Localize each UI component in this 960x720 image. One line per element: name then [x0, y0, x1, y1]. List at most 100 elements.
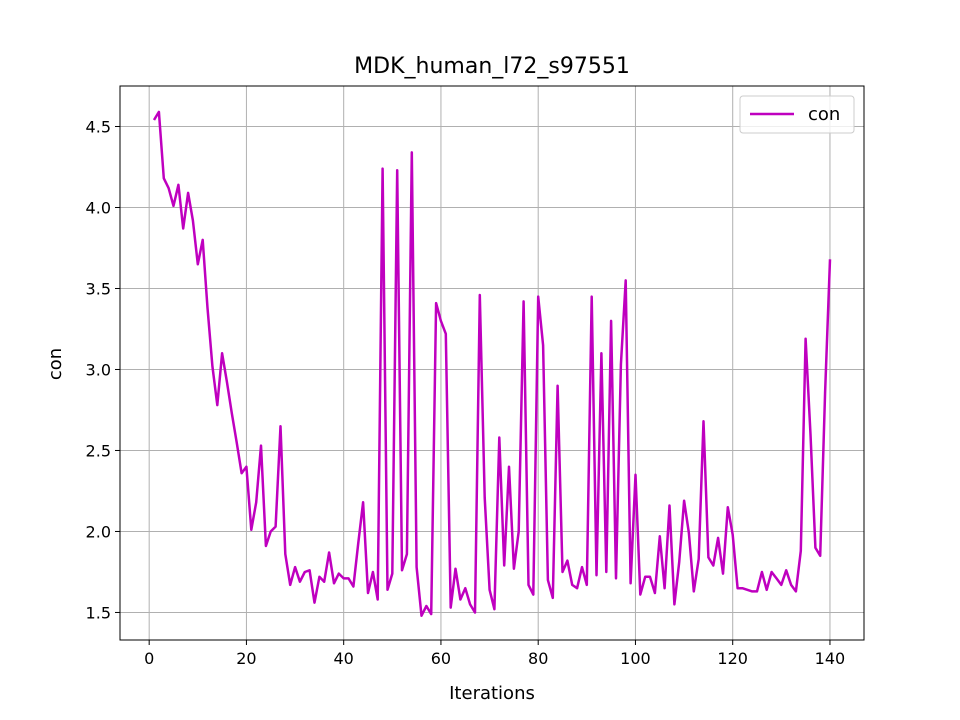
data-point	[290, 584, 291, 585]
chart-title: MDK_human_l72_s97551	[354, 54, 630, 79]
data-point	[791, 584, 792, 585]
data-point	[367, 592, 368, 593]
y-tick-label: 2.0	[86, 522, 111, 541]
data-point	[737, 588, 738, 589]
data-point	[528, 584, 529, 585]
data-point	[484, 497, 485, 498]
data-point	[523, 301, 524, 302]
plot-area-background	[120, 86, 864, 640]
data-point	[158, 111, 159, 112]
x-tick-label: 60	[431, 649, 451, 668]
data-point	[810, 434, 811, 435]
data-point	[761, 571, 762, 572]
data-point	[820, 555, 821, 556]
data-point	[825, 392, 826, 393]
data-point	[387, 589, 388, 590]
data-point	[168, 188, 169, 189]
data-point	[212, 366, 213, 367]
data-point	[309, 570, 310, 571]
data-point	[533, 594, 534, 595]
y-tick-label: 3.0	[86, 360, 111, 379]
data-point	[718, 537, 719, 538]
data-point	[756, 591, 757, 592]
data-point	[679, 562, 680, 563]
x-tick-label: 40	[334, 649, 354, 668]
data-point	[615, 578, 616, 579]
grid	[120, 86, 864, 640]
data-point	[324, 581, 325, 582]
data-point	[727, 507, 728, 508]
data-point	[508, 466, 509, 467]
data-point	[776, 578, 777, 579]
data-point	[479, 294, 480, 295]
data-point	[494, 609, 495, 610]
data-point	[640, 594, 641, 595]
data-point	[654, 592, 655, 593]
data-point	[188, 192, 189, 193]
data-point	[489, 589, 490, 590]
data-point	[620, 364, 621, 365]
data-point	[567, 560, 568, 561]
data-point	[635, 474, 636, 475]
data-point	[752, 591, 753, 592]
plot-frame	[119, 85, 865, 641]
x-tick-label: 80	[528, 649, 548, 668]
data-point	[392, 573, 393, 574]
data-point	[795, 591, 796, 592]
data-point	[421, 615, 422, 616]
data-point	[411, 152, 412, 153]
legend-box	[739, 95, 855, 134]
data-point	[295, 567, 296, 568]
data-point	[265, 545, 266, 546]
data-point	[800, 550, 801, 551]
data-point	[372, 571, 373, 572]
data-point	[416, 567, 417, 568]
data-point	[815, 547, 816, 548]
data-point	[674, 604, 675, 605]
data-point	[178, 184, 179, 185]
data-point	[241, 473, 242, 474]
data-point	[236, 442, 237, 443]
data-point	[732, 534, 733, 535]
data-point	[260, 445, 261, 446]
data-point	[338, 573, 339, 574]
data-point	[625, 280, 626, 281]
data-point	[664, 588, 665, 589]
data-point	[314, 602, 315, 603]
data-point	[786, 570, 787, 571]
data-point	[163, 178, 164, 179]
data-point	[285, 554, 286, 555]
legend: con	[739, 95, 855, 134]
data-point	[329, 552, 330, 553]
data-point	[805, 338, 806, 339]
y-tick-label: 2.5	[86, 441, 111, 460]
data-point	[581, 567, 582, 568]
data-point	[304, 571, 305, 572]
data-point	[470, 604, 471, 605]
data-point	[358, 542, 359, 543]
data-point	[197, 264, 198, 265]
series-line-con	[152, 110, 832, 617]
data-point	[406, 554, 407, 555]
data-point	[552, 597, 553, 598]
ticks: 0 20 40 60 80 100 120 140 1.5 2.0 2.5 3.0 3.5 4.0 4.5	[86, 117, 846, 668]
data-point	[202, 239, 203, 240]
y-tick-label: 4.0	[86, 198, 111, 217]
y-tick-label: 3.5	[86, 279, 111, 298]
data-point	[275, 526, 276, 527]
data-point	[226, 382, 227, 383]
data-point	[401, 570, 402, 571]
data-point	[577, 588, 578, 589]
data-point	[645, 576, 646, 577]
data-point	[222, 353, 223, 354]
data-point	[450, 607, 451, 608]
data-point	[659, 536, 660, 537]
x-tick-label: 20	[236, 649, 256, 668]
data-point	[703, 421, 704, 422]
data-point	[630, 583, 631, 584]
y-tick-label: 4.5	[86, 117, 111, 136]
data-point	[319, 576, 320, 577]
data-point	[547, 580, 548, 581]
data-point	[557, 385, 558, 386]
